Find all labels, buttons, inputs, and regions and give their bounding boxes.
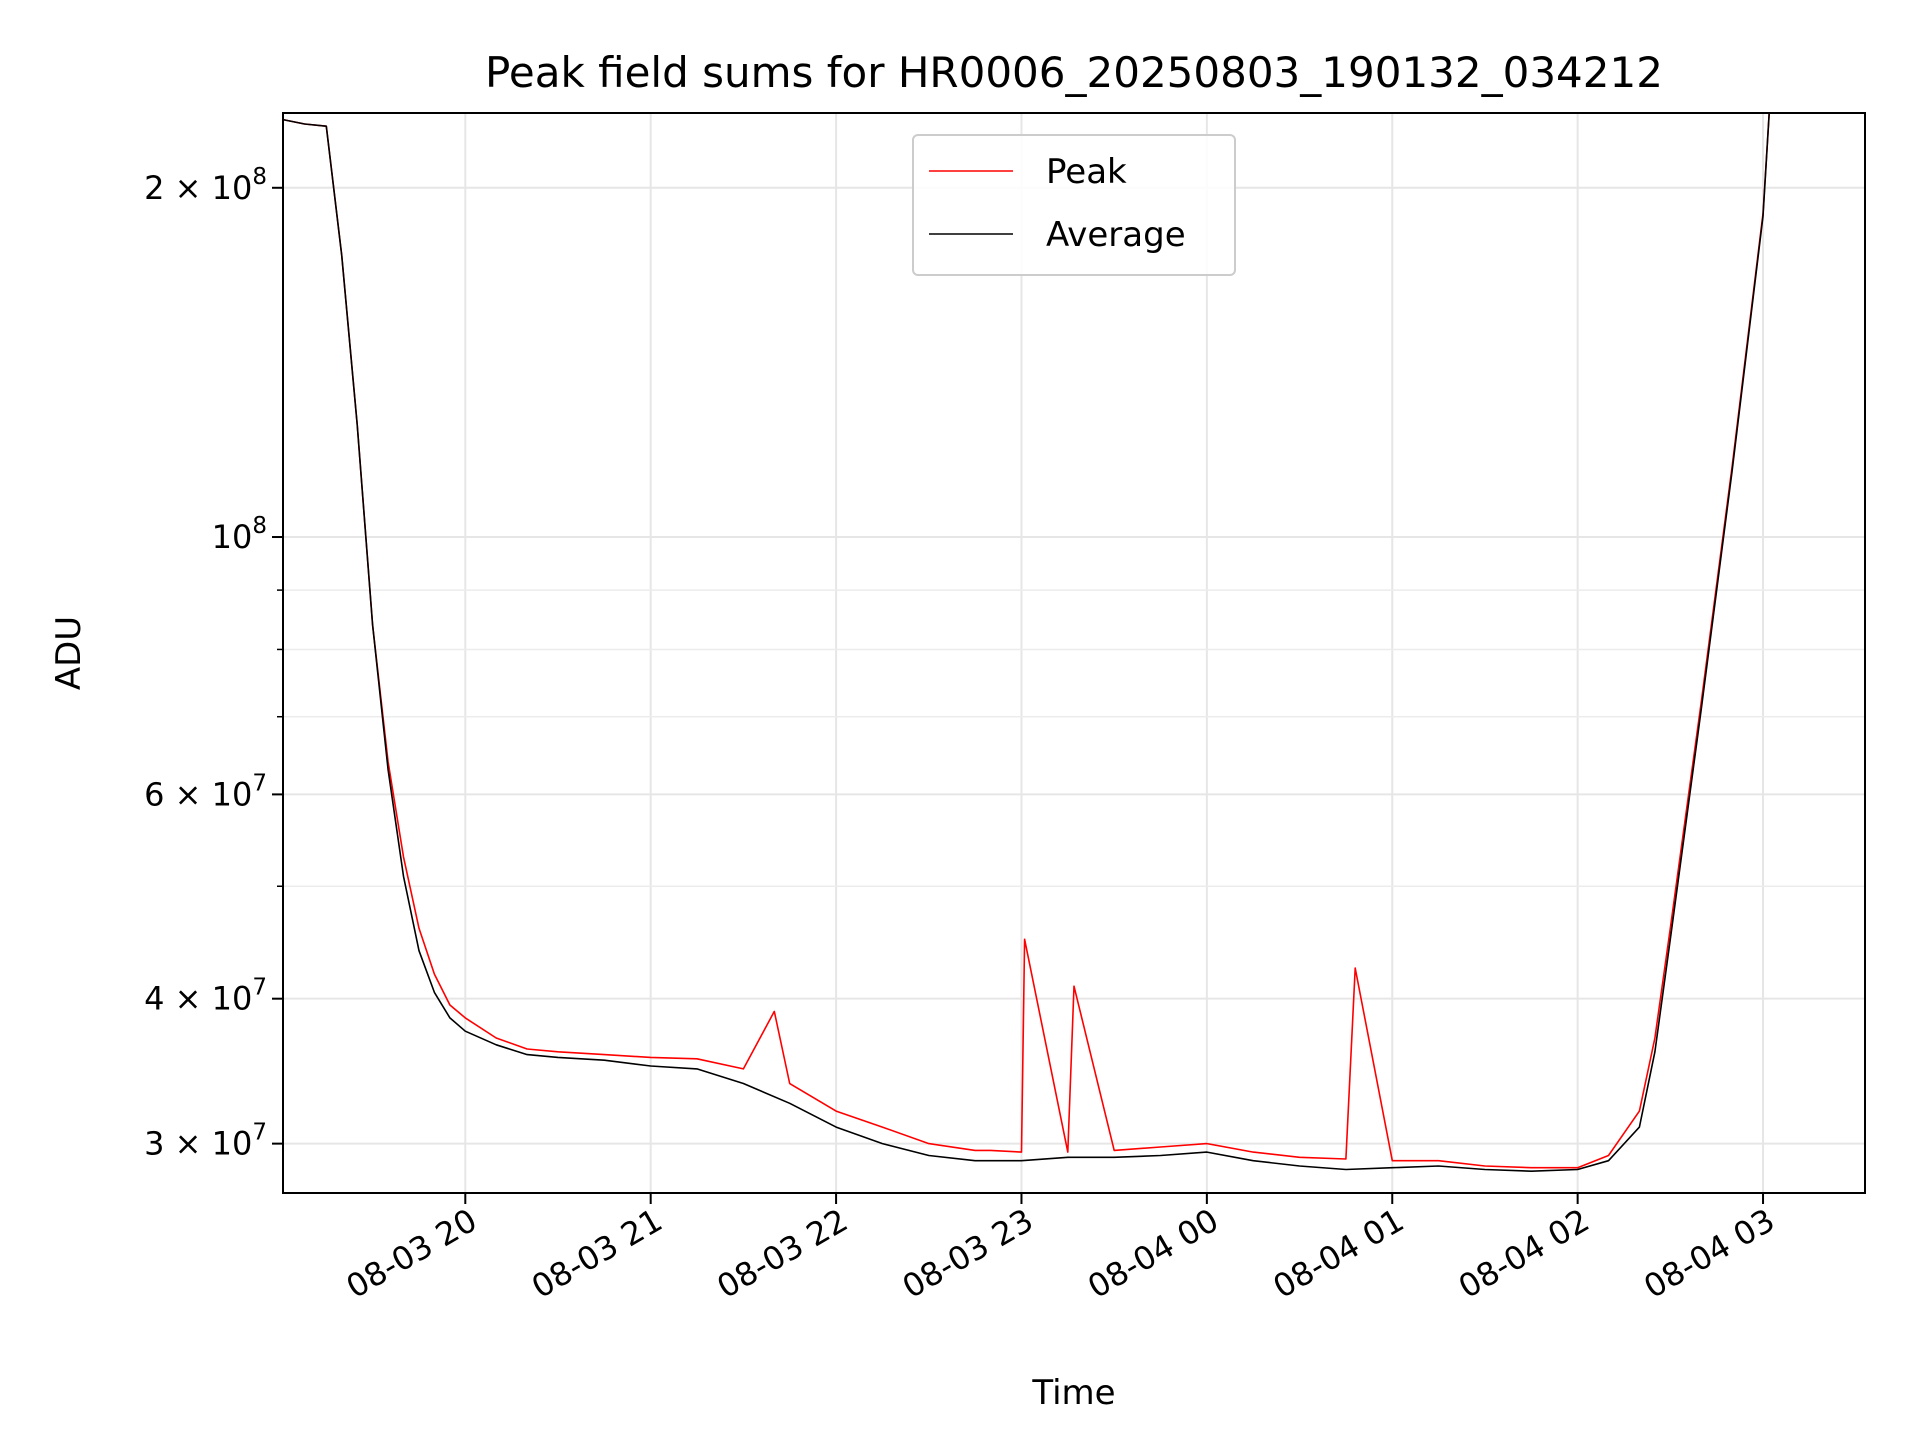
y-tick-exponent: 8 — [252, 164, 267, 190]
svg-text:108: 108 — [212, 513, 267, 556]
plot-lines — [282, 112, 1770, 1172]
legend-box — [912, 134, 1236, 276]
y-tick-base: 10 — [212, 980, 253, 1018]
y-tick-exponent: 7 — [252, 770, 267, 796]
legend: Peak Average — [912, 134, 1236, 276]
x-axis-label: Time — [1031, 1373, 1115, 1413]
y-tick-label: 4 × 107 — [144, 975, 267, 1018]
y-tick-base: 10 — [212, 775, 253, 813]
y-tick-times: × — [164, 1125, 211, 1163]
y-tick-label: 6 × 107 — [144, 770, 267, 813]
y-tick-exponent: 7 — [252, 975, 267, 1001]
series-line-peak — [282, 112, 1770, 1169]
svg-text:4 × 107: 4 × 107 — [144, 975, 267, 1018]
y-tick-mantissa: 4 — [144, 980, 164, 1018]
legend-label-average: Average — [1046, 215, 1186, 255]
y-tick-mantissa: 2 — [144, 169, 164, 207]
chart-title: Peak field sums for HR0006_20250803_1901… — [485, 48, 1663, 97]
y-tick-times: × — [164, 775, 211, 813]
y-tick-base: 10 — [212, 518, 253, 556]
y-tick-base: 10 — [212, 169, 253, 207]
y-tick-times: × — [164, 169, 211, 207]
legend-label-peak: Peak — [1046, 152, 1127, 192]
y-tick-label: 108 — [212, 513, 267, 556]
y-tick-mantissa: 3 — [144, 1125, 164, 1163]
svg-text:6 × 107: 6 × 107 — [144, 770, 267, 813]
y-tick-exponent: 8 — [252, 513, 267, 539]
svg-text:3 × 107: 3 × 107 — [144, 1120, 267, 1163]
y-tick-exponent: 7 — [252, 1120, 267, 1146]
y-tick-label: 2 × 108 — [144, 164, 267, 207]
plot-frame — [282, 112, 1866, 1194]
series-line-average — [282, 112, 1770, 1172]
svg-text:2 × 108: 2 × 108 — [144, 164, 267, 207]
y-tick-mantissa: 6 — [144, 775, 164, 813]
y-axis-label: ADU — [49, 616, 89, 690]
y-tick-base: 10 — [212, 1125, 253, 1163]
y-tick-label: 3 × 107 — [144, 1120, 267, 1163]
y-tick-times: × — [164, 980, 211, 1018]
